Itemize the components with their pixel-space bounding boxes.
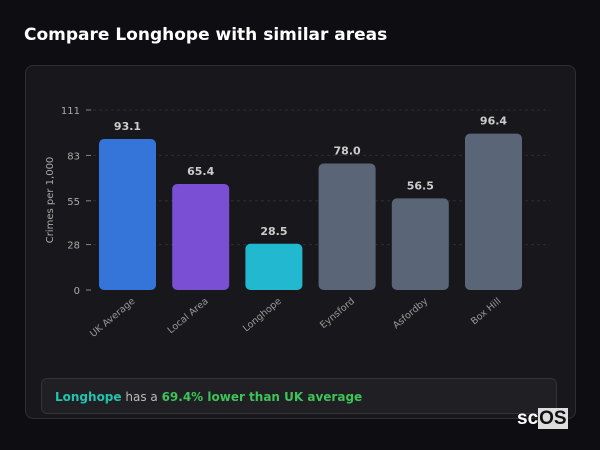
data-label: 96.4 [480,115,507,128]
bar [391,198,449,290]
y-tick-label: 28 [67,241,80,252]
bar [172,183,230,290]
summary-text: has a [121,390,162,404]
data-label: 56.5 [407,179,434,192]
x-tick-label: Eynsford [318,296,357,331]
bar [318,163,376,290]
x-tick-label: UK Average [88,296,137,340]
y-tick-label: 0 [74,286,80,297]
x-tick-label: Asfordby [391,296,431,332]
data-label: 78.0 [334,145,361,158]
place-name: Longhope [55,390,122,404]
y-axis-label: Crimes per 1,000 [45,157,56,244]
comparison-summary: Longhope has a 69.4% lower than UK avera… [41,378,557,414]
data-label: 93.1 [114,120,141,133]
y-tick-label: 55 [67,197,80,208]
y-tick-label: 83 [67,151,80,162]
x-tick-label: Box Hill [469,296,503,327]
logo: scOS [517,408,568,429]
data-label: 28.5 [260,225,287,238]
x-tick-label: Longhope [241,296,284,335]
page-title: Compare Longhope with similar areas [24,25,388,45]
bar [465,133,522,290]
y-tick-label: 111 [61,106,80,117]
summary-stat: 69.4% lower than UK average [161,390,363,404]
bar [245,243,303,290]
data-label: 65.4 [187,165,214,178]
bar [99,139,156,290]
x-tick-label: Local Area [166,296,211,336]
